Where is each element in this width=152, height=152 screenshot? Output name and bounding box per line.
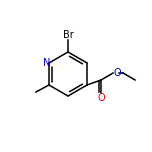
Text: N: N (43, 58, 50, 68)
Text: Br: Br (63, 31, 73, 40)
Text: O: O (113, 67, 121, 78)
Text: O: O (97, 93, 105, 103)
